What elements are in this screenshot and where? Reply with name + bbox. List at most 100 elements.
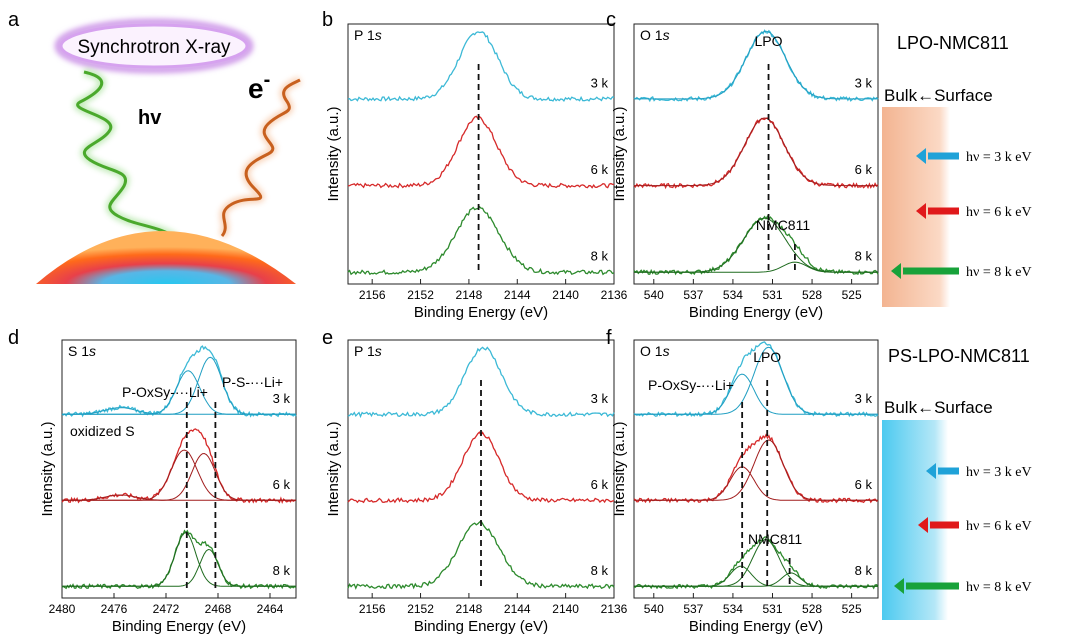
xray-source-ring [59, 23, 249, 69]
x-tick-label: 2152 [407, 288, 434, 302]
x-tick-label: 2156 [359, 288, 386, 302]
ps-label: P-S-···Li+ [222, 374, 283, 390]
spectrum-3k [633, 341, 879, 418]
x-tick-label: 537 [683, 602, 703, 616]
fit-component [634, 117, 878, 187]
energy-label-8k: 8 k [855, 249, 873, 264]
x-axis-label: Binding Energy (eV) [414, 618, 548, 635]
x-axis-label: Binding Energy (eV) [112, 618, 246, 635]
x-tick-label: 2468 [205, 602, 232, 616]
arrow-label: hν = 3 k eV [966, 150, 1032, 165]
x-axis-label: Binding Energy (eV) [414, 304, 548, 321]
posx-label: P-OxSy-···Li+ [648, 377, 734, 393]
x-tick-label: 531 [762, 602, 782, 616]
depth-band-bottom [882, 420, 948, 620]
fit-component [634, 572, 878, 587]
plot-frame [347, 23, 615, 285]
depth-label-top: Bulk←Surface [884, 86, 993, 105]
energy-label-8k: 8 k [591, 249, 609, 264]
x-tick-label: 2472 [153, 602, 180, 616]
oxidized-s-label: oxidized S [70, 423, 135, 439]
panel-c-o1s: c O 1s 540 537 534 531 528 525 Binding Energy (e… [606, 9, 879, 321]
x-tick-label: 2156 [359, 602, 386, 616]
plot-frame [633, 339, 879, 599]
sample-particle [36, 231, 296, 284]
energy-label-8k: 8 k [273, 563, 291, 578]
x-tick-label: 2148 [456, 602, 483, 616]
panel-b-p1s: b P 1s 2156 2152 2148 2144 2140 2136 Binding Ene… [322, 9, 628, 321]
energy-label-8k: 8 k [591, 563, 609, 578]
fit-component [62, 494, 296, 501]
sample-label-top: LPO-NMC811 [897, 33, 1009, 53]
plot-frame [347, 339, 615, 599]
lpo-label: LPO [755, 33, 783, 49]
energy-label-3k: 3 k [855, 75, 873, 90]
panel-f-o1s: f O 1s 540 537 534 531 528 525 Binding Energy (e… [606, 327, 879, 635]
energy-label-3k: 3 k [273, 391, 291, 406]
x-tick-label: 534 [723, 602, 743, 616]
x-tick-label: 2480 [49, 602, 76, 616]
panel-label-a: a [8, 9, 20, 31]
spectrum-6k [633, 117, 879, 190]
spectrum-8k [61, 529, 297, 590]
y-axis-label: Intensity (a.u.) [325, 106, 342, 201]
x-tick-label: 2136 [601, 288, 628, 302]
energy-arrow-bottom-3k: hν = 3 k eV [926, 463, 1032, 480]
posx-label: P-OxSy-···Li+ [122, 384, 208, 400]
x-tick-label: 525 [842, 602, 862, 616]
arrow-head [894, 578, 904, 594]
spectrum-3k [347, 346, 615, 419]
fit-component [62, 548, 296, 587]
y-axis-label: Intensity (a.u.) [611, 106, 628, 201]
y-axis-label: Intensity (a.u.) [39, 421, 56, 516]
plot-frame [61, 339, 297, 599]
energy-arrow-bottom-6k: hν = 6 k eV [918, 517, 1032, 534]
x-tick-label: 528 [802, 602, 822, 616]
nmc-label: NMC811 [748, 531, 802, 547]
element-label: O 1s [640, 343, 670, 359]
fit-component [634, 565, 878, 587]
x-tick-label: 2148 [456, 288, 483, 302]
panel-label-c: c [606, 9, 616, 31]
x-axis-label: Binding Energy (eV) [689, 618, 823, 635]
x-tick-label: 2136 [601, 602, 628, 616]
fit-component [634, 30, 878, 100]
fit-component [634, 261, 878, 273]
element-label: S 1s [68, 343, 96, 359]
arrow-label: hν = 3 k eV [966, 465, 1032, 480]
x-tick-label: 2144 [504, 602, 531, 616]
x-tick-label: 531 [762, 288, 782, 302]
panel-label-f: f [606, 327, 612, 349]
spectrum-6k [61, 428, 297, 504]
arrow-label: hν = 8 k eV [966, 580, 1032, 595]
sample-label-bottom: PS-LPO-NMC811 [888, 346, 1030, 366]
panel-a-schematic: a Synchrotron X-ray hv e- [8, 9, 302, 284]
arrow-head [916, 148, 926, 164]
x-tick-label: 528 [802, 288, 822, 302]
xray-source-label: Synchrotron X-ray [77, 37, 231, 58]
spectrum-6k [347, 115, 615, 189]
arrow-label: hν = 6 k eV [966, 519, 1032, 534]
panel-d-s1s: d S 1s 2480 2476 2472 2468 2464 Binding Energy … [8, 327, 297, 635]
arrow-head [891, 263, 901, 279]
y-axis-label: Intensity (a.u.) [611, 421, 628, 516]
x-tick-label: 2144 [504, 288, 531, 302]
panel-e-p1s: e P 1s 2156 2152 2148 2144 2140 2136 Binding Ene… [322, 327, 628, 635]
electron-wave [220, 78, 301, 237]
energy-label-3k: 3 k [591, 75, 609, 90]
lpo-label: LPO [753, 349, 781, 365]
bottom-legend: PS-LPO-NMC811 Bulk←Surface hν = 3 k eV h… [882, 346, 1032, 620]
spectrum-8k [347, 205, 615, 276]
top-legend: LPO-NMC811 Bulk←Surface hν = 3 k eV hν =… [882, 33, 1032, 307]
depth-label-bottom: Bulk←Surface [884, 398, 993, 417]
x-tick-label: 537 [683, 288, 703, 302]
panel-label-e: e [322, 327, 333, 349]
electron-label: e- [248, 69, 270, 104]
fit-component [634, 346, 878, 415]
energy-label-6k: 6 k [855, 477, 873, 492]
depth-band-top [882, 107, 950, 307]
photon-label: hv [138, 107, 162, 129]
energy-arrow-top-3k: hν = 3 k eV [916, 148, 1032, 165]
spectrum-6k [633, 433, 879, 504]
